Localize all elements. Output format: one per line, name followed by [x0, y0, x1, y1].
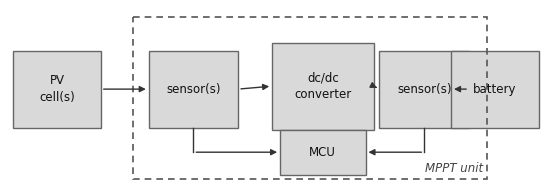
Bar: [451, 51, 539, 128]
Bar: [380, 51, 469, 128]
Bar: [272, 43, 374, 130]
Text: sensor(s): sensor(s): [397, 83, 452, 96]
Bar: [13, 51, 101, 128]
Text: MCU: MCU: [309, 146, 336, 159]
Text: PV
cell(s): PV cell(s): [39, 74, 75, 104]
Text: battery: battery: [473, 83, 517, 96]
Bar: [280, 130, 366, 175]
Text: sensor(s): sensor(s): [166, 83, 221, 96]
Bar: [133, 17, 487, 179]
Text: dc/dc
converter: dc/dc converter: [294, 71, 351, 101]
Bar: [149, 51, 238, 128]
Text: MPPT unit: MPPT unit: [425, 162, 483, 175]
